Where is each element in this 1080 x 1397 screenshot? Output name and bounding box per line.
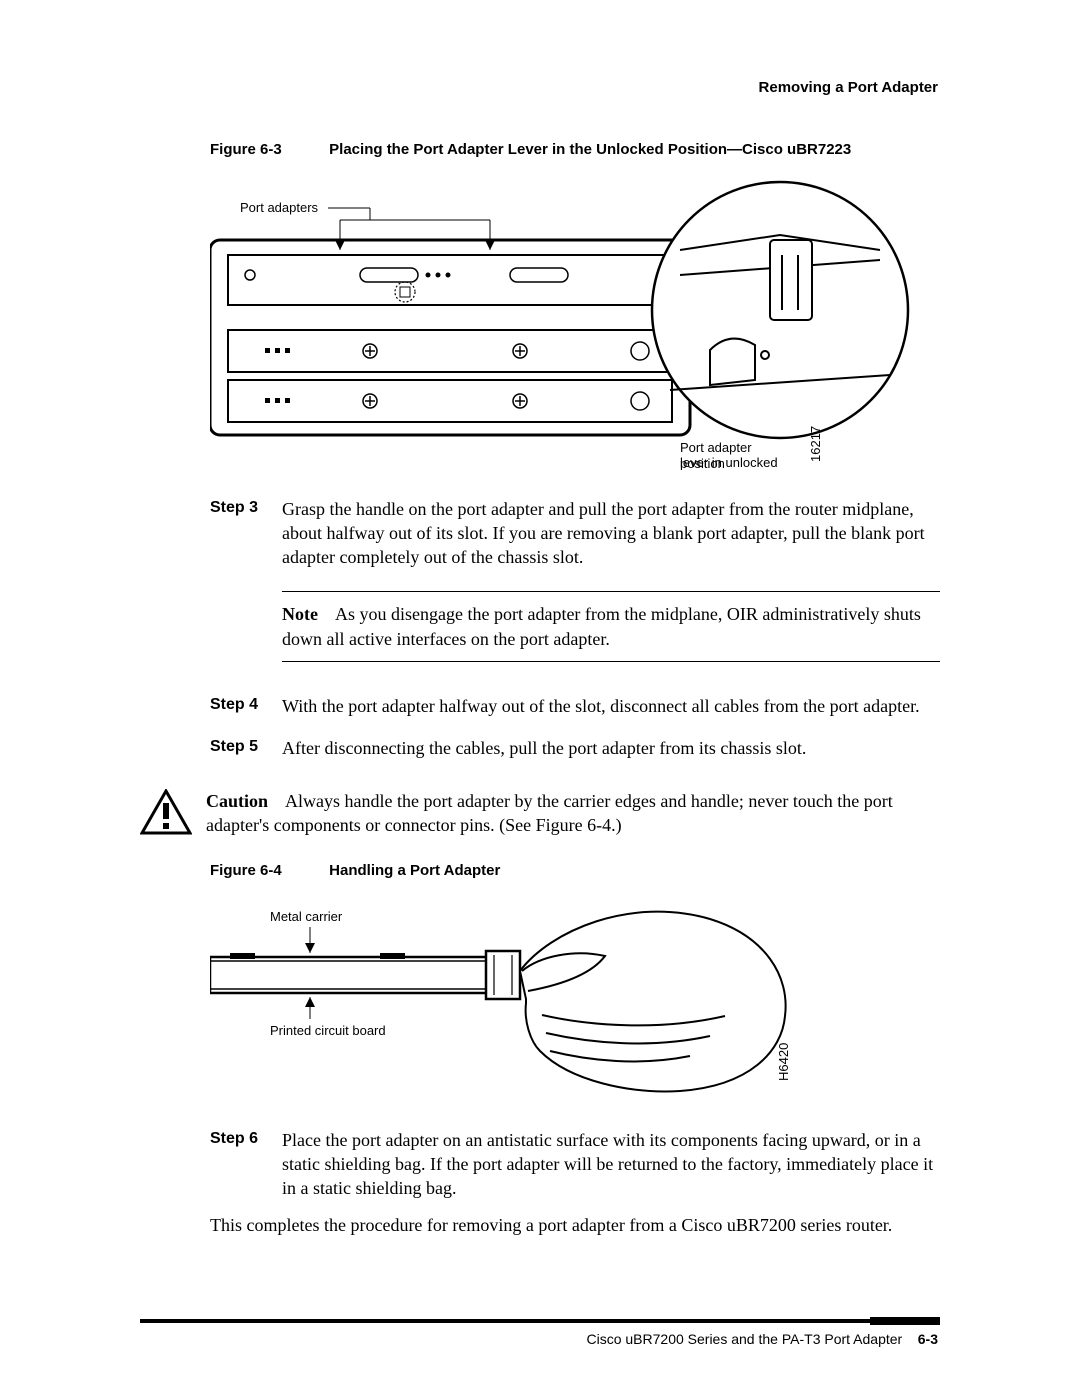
closing-text: This completes the procedure for removin… <box>210 1213 940 1237</box>
figure1-title: Placing the Port Adapter Lever in the Un… <box>329 141 851 158</box>
note-text: As you disengage the port adapter from t… <box>282 604 921 648</box>
step-5: Step 5 After disconnecting the cables, p… <box>210 736 940 760</box>
caution-label: Caution <box>206 791 268 811</box>
caution-text-wrap: Caution Always handle the port adapter b… <box>206 789 940 838</box>
step-6-label: Step 6 <box>210 1128 282 1201</box>
figure2-diagram: Metal carrier Printed circuit board <box>210 901 940 1107</box>
figure1-label-bottom-1: Port adapter <box>680 440 752 455</box>
figure2-title: Handling a Port Adapter <box>329 862 500 879</box>
caution-icon <box>140 789 192 835</box>
figure2-idnum: H6420 <box>776 1043 791 1081</box>
step-5-text: After disconnecting the cables, pull the… <box>282 736 940 760</box>
figure2-label-bottom: Printed circuit board <box>270 1023 386 1038</box>
figure1-diagram: Port adapters <box>210 180 940 476</box>
note-label: Note <box>282 604 318 624</box>
page: Removing a Port Adapter Figure 6-3 Placi… <box>0 0 1080 1397</box>
caution-block: Caution Always handle the port adapter b… <box>140 789 940 838</box>
footer: Cisco uBR7200 Series and the PA-T3 Port … <box>587 1330 939 1349</box>
step-3: Step 3 Grasp the handle on the port adap… <box>210 497 940 570</box>
footer-doc-title: Cisco uBR7200 Series and the PA-T3 Port … <box>587 1331 903 1347</box>
step-3-label: Step 3 <box>210 497 282 570</box>
footer-rule <box>140 1319 940 1323</box>
step-4-text: With the port adapter halfway out of the… <box>282 694 940 718</box>
caution-text: Always handle the port adapter by the ca… <box>206 791 893 835</box>
figure1-label-bottom-3: position <box>680 456 725 470</box>
figure2-label-top: Metal carrier <box>270 909 343 924</box>
step-4-label: Step 4 <box>210 694 282 718</box>
figure1-number: Figure 6-3 <box>210 140 325 160</box>
figure1-caption: Figure 6-3 Placing the Port Adapter Leve… <box>210 140 940 160</box>
step-6-text: Place the port adapter on an antistatic … <box>282 1128 940 1201</box>
figure1-idnum: 16217 <box>808 426 823 462</box>
note-block: Note As you disengage the port adapter f… <box>282 591 940 662</box>
figure2-number: Figure 6-4 <box>210 861 325 881</box>
step-5-label: Step 5 <box>210 736 282 760</box>
footer-page-number: 6-3 <box>918 1331 938 1347</box>
step-4: Step 4 With the port adapter halfway out… <box>210 694 940 718</box>
figure2-caption: Figure 6-4 Handling a Port Adapter <box>210 861 940 881</box>
figure1-label-top: Port adapters <box>240 200 319 215</box>
step-6: Step 6 Place the port adapter on an anti… <box>210 1128 940 1201</box>
section-header: Removing a Port Adapter <box>759 78 938 98</box>
step-3-text: Grasp the handle on the port adapter and… <box>282 497 940 570</box>
